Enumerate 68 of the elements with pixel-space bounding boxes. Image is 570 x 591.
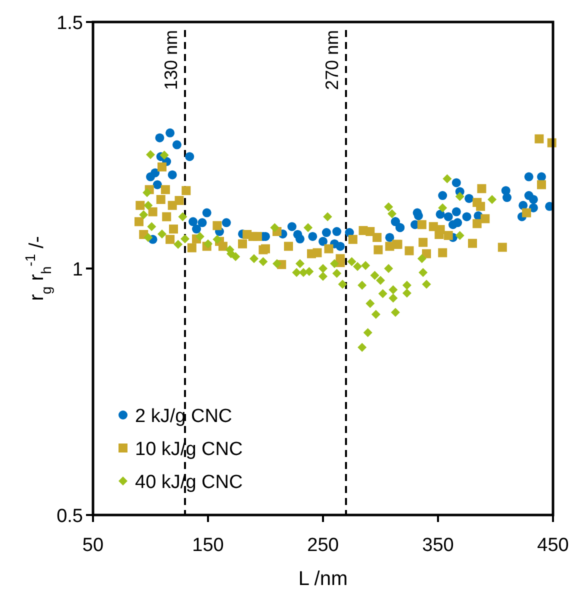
point xyxy=(318,264,328,273)
point xyxy=(378,289,388,298)
point xyxy=(376,276,385,285)
point xyxy=(204,239,212,248)
x-axis-title: L /nm xyxy=(298,568,348,590)
point xyxy=(304,266,314,276)
ref-line-label: 270 nm xyxy=(322,30,342,90)
point xyxy=(146,150,155,160)
point xyxy=(347,257,356,266)
point xyxy=(438,203,448,212)
point xyxy=(147,222,156,232)
point xyxy=(178,212,188,222)
point xyxy=(338,280,348,289)
point xyxy=(353,262,362,272)
point xyxy=(318,272,328,281)
point xyxy=(144,200,153,210)
point xyxy=(330,259,339,268)
y-tick-label: 1.5 xyxy=(56,13,83,34)
point xyxy=(296,259,304,268)
point xyxy=(388,294,398,303)
point xyxy=(358,280,367,290)
ref-line-label: 130 nm xyxy=(161,30,181,90)
legend-label: 40 kJ/g CNC xyxy=(135,472,243,493)
point xyxy=(358,342,367,352)
point xyxy=(455,192,464,202)
legend-label: 2 kJ/g CNC xyxy=(135,406,232,427)
point xyxy=(371,310,380,319)
point xyxy=(422,280,431,289)
point xyxy=(384,202,394,212)
point xyxy=(160,150,169,160)
point xyxy=(418,268,428,277)
point xyxy=(402,280,412,290)
point xyxy=(402,288,412,298)
point xyxy=(442,174,452,184)
point xyxy=(272,259,282,268)
point xyxy=(455,230,464,240)
point xyxy=(363,328,372,338)
y-tick-label: 1 xyxy=(72,260,83,280)
x-tick-label: 50 xyxy=(82,535,104,556)
point xyxy=(332,268,342,278)
point xyxy=(174,240,183,249)
point xyxy=(384,264,394,273)
point xyxy=(212,234,222,244)
point xyxy=(195,232,204,241)
point xyxy=(144,232,153,242)
x-tick-label: 350 xyxy=(422,535,454,556)
point xyxy=(390,308,400,317)
point xyxy=(304,223,313,232)
point xyxy=(258,257,268,266)
legend-label: 10 kJ/g CNC xyxy=(135,439,243,460)
x-tick-label: 250 xyxy=(307,535,339,556)
x-tick-label: 450 xyxy=(537,535,569,556)
point xyxy=(366,299,375,308)
point xyxy=(388,285,398,294)
point xyxy=(370,270,380,280)
y-tick-label: 0.5 xyxy=(56,506,83,527)
point xyxy=(323,212,332,222)
point xyxy=(361,261,370,270)
point xyxy=(270,223,280,232)
point xyxy=(139,210,148,220)
point xyxy=(488,194,497,204)
point xyxy=(388,209,396,218)
x-tick-label: 150 xyxy=(192,535,224,556)
point xyxy=(158,229,166,238)
point xyxy=(180,234,190,244)
point xyxy=(417,254,426,264)
point xyxy=(250,254,258,264)
point xyxy=(142,188,152,198)
